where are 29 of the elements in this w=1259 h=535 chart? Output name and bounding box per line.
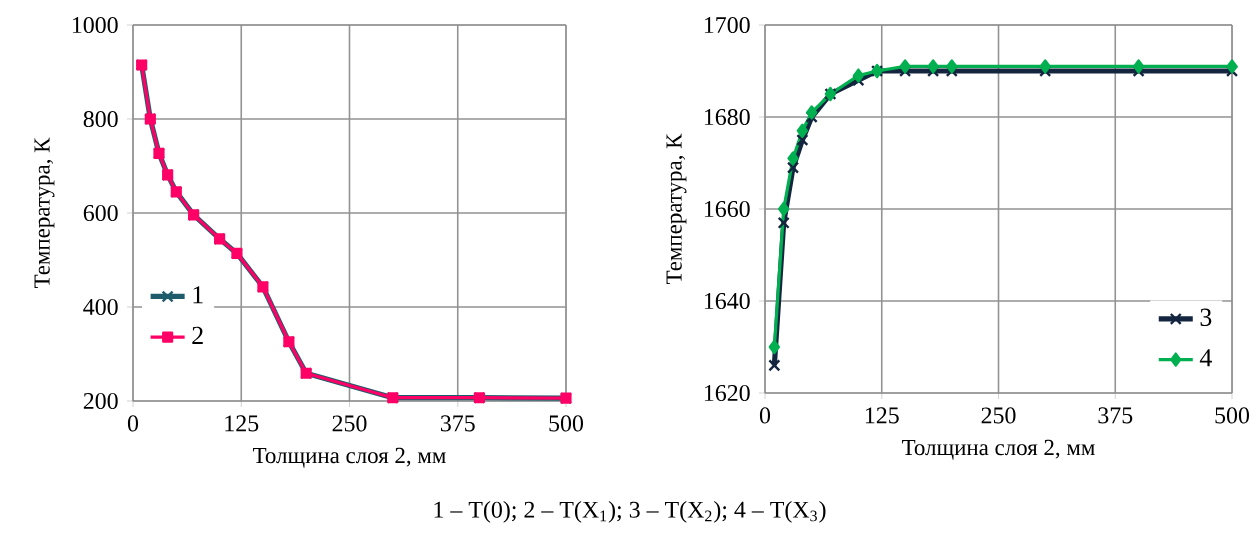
x-tick-label: 125 <box>225 415 259 432</box>
x-tick-label: 0 <box>759 407 771 424</box>
x-axis-title: Толщина слоя 2, мм <box>902 439 1095 460</box>
x-tick-label: 375 <box>440 415 475 432</box>
legend-label: 3 <box>1200 308 1212 326</box>
legend-label: 1 <box>193 286 203 304</box>
y-tick-label: 1000 <box>72 16 118 34</box>
x-tick-label: 500 <box>1215 407 1250 424</box>
x-tick-label: 250 <box>981 407 1016 424</box>
x-tick-label: 250 <box>332 415 367 432</box>
y-tick-label: 1700 <box>704 16 750 34</box>
y-tick-label: 200 <box>83 392 118 410</box>
text: 1 – T(0); 2 – T(X$_{1}$); 3 – T(X$_{2}$); 4 – T(X$_{3}$) <box>434 500 826 523</box>
y-tick-label: 1660 <box>704 200 750 218</box>
y-tick-label: 1680 <box>704 108 750 126</box>
y-tick-label: 600 <box>83 204 118 222</box>
legend-label: 2 <box>192 326 203 344</box>
y-tick-label: 1640 <box>704 292 750 310</box>
x-axis-title: Толщина слоя 2, мм <box>253 447 446 468</box>
y-axis-title: Температура, К <box>34 137 55 288</box>
x-tick-label: 500 <box>549 415 584 432</box>
y-tick-label: 800 <box>83 110 118 128</box>
y-axis-title: Температура, К <box>666 133 687 284</box>
y-tick-label: 400 <box>83 298 118 316</box>
x-tick-label: 125 <box>865 407 899 424</box>
x-tick-label: 0 <box>127 415 139 432</box>
legend-label: 4 <box>1199 349 1212 367</box>
y-tick-label: 1620 <box>704 384 750 402</box>
x-tick-label: 375 <box>1098 407 1133 424</box>
